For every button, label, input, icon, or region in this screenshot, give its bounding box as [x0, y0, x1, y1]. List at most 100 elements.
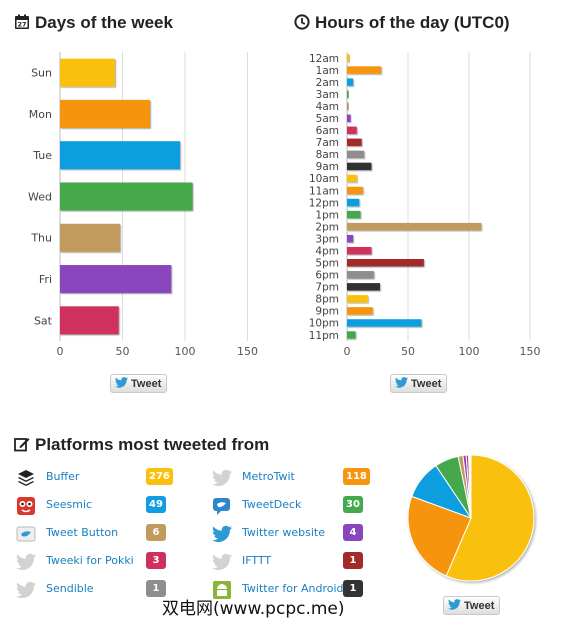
platform-name-link[interactable]: MetroTwit	[242, 470, 295, 483]
platform-name-link[interactable]: Buffer	[46, 470, 80, 483]
days-bar	[60, 99, 150, 128]
hours-bar	[347, 174, 357, 183]
platforms-title: Platforms most tweeted from	[35, 435, 270, 454]
hours-category-label: 4pm	[315, 245, 339, 257]
days-tweet-label: Tweet	[131, 377, 162, 390]
hours-category-label: 10pm	[309, 318, 339, 330]
platform-item: Twitter for Android 1	[212, 580, 382, 600]
hours-category-label: 8am	[316, 149, 339, 161]
platform-name-link[interactable]: IFTTT	[242, 554, 272, 567]
hours-tweet-button[interactable]: Tweet	[390, 374, 448, 393]
hours-bar	[347, 258, 424, 267]
hours-bar	[347, 319, 422, 327]
platform-name-link[interactable]: Twitter website	[242, 526, 325, 539]
platform-count-badge: 1	[343, 552, 363, 569]
platform-item: Twitter website 4	[212, 524, 382, 544]
twitter-bird-icon	[115, 376, 128, 391]
hours-bar	[347, 295, 368, 303]
days-category-label: Sat	[34, 314, 53, 327]
bird-icon	[16, 580, 36, 600]
hours-bar	[347, 222, 482, 231]
hours-bar	[347, 186, 363, 195]
hours-category-label: 3am	[316, 89, 339, 101]
platform-count-badge: 3	[146, 552, 166, 569]
hours-bar	[347, 198, 360, 207]
days-bar	[60, 141, 180, 170]
hours-category-label: 2am	[316, 77, 339, 89]
hours-tick-label: 50	[401, 345, 415, 358]
platform-item: Sendible 1	[16, 580, 176, 600]
days-tick-label: 150	[237, 345, 258, 358]
platforms-tweet-button[interactable]: Tweet	[443, 596, 501, 615]
days-tweet-button[interactable]: Tweet	[110, 374, 168, 393]
pie-slice	[469, 454, 472, 519]
platforms-title-row: Platforms most tweeted from	[14, 435, 269, 457]
hours-category-label: 5am	[316, 113, 339, 125]
platform-name-link[interactable]: TweetDeck	[242, 498, 302, 511]
days-category-label: Tue	[32, 149, 52, 162]
platform-count-badge: 49	[146, 496, 166, 513]
hours-bar	[347, 54, 350, 62]
hours-category-label: 11pm	[309, 330, 339, 342]
platform-item: MetroTwit 118	[212, 468, 382, 488]
platform-name-link[interactable]: Sendible	[46, 582, 94, 595]
platform-count-badge: 1	[146, 580, 166, 597]
hours-category-label: 3pm	[315, 233, 339, 245]
hours-category-label: 6pm	[315, 270, 339, 282]
platform-item: IFTTT 1	[212, 552, 382, 572]
platform-item: TweetDeck 30	[212, 496, 382, 516]
hours-category-label: 11am	[309, 185, 339, 197]
hours-category-label: 12am	[309, 53, 339, 65]
hours-tick-label: 0	[344, 345, 351, 358]
days-category-label: Wed	[28, 190, 52, 203]
platform-name-link[interactable]: Twitter for Android	[242, 582, 344, 595]
platform-name-link[interactable]: Tweeki for Pokki	[46, 554, 134, 567]
platform-count-badge: 1	[343, 580, 363, 597]
hours-title-row: Hours of the day (UTC0)	[294, 13, 510, 35]
days-tick-label: 100	[175, 345, 196, 358]
bird-icon	[16, 552, 36, 572]
seesmic-icon	[16, 496, 36, 516]
edit-icon	[14, 436, 30, 457]
platform-count-badge: 118	[343, 468, 370, 485]
hours-bar	[347, 307, 373, 315]
hours-bar	[347, 210, 361, 219]
hours-tick-label: 150	[520, 345, 541, 358]
hours-category-label: 4am	[316, 101, 339, 113]
hours-bar	[347, 114, 351, 122]
twitter-bird-icon	[212, 524, 232, 544]
calendar-icon: 27	[14, 14, 30, 35]
buffer-layers-icon	[16, 468, 36, 488]
platform-count-badge: 6	[146, 524, 166, 541]
twitter-button-icon	[16, 524, 36, 544]
platform-item: Tweeki for Pokki 3	[16, 552, 176, 572]
days-category-label: Thu	[30, 232, 52, 245]
hours-bar	[347, 138, 362, 147]
hours-title: Hours of the day (UTC0)	[315, 13, 510, 32]
hours-tick-label: 100	[459, 345, 480, 358]
days-category-label: Sun	[31, 67, 52, 80]
platform-item: Seesmic 49	[16, 496, 176, 516]
platform-name-link[interactable]: Tweet Button	[46, 526, 119, 539]
hours-bar	[347, 102, 349, 110]
hours-category-label: 10am	[309, 173, 339, 185]
platform-name-link[interactable]: Seesmic	[46, 498, 93, 511]
hours-bar	[347, 78, 354, 86]
hours-bar	[347, 331, 356, 339]
twitter-bird-icon	[448, 598, 461, 613]
days-bar	[60, 306, 119, 335]
hours-category-label: 1pm	[315, 209, 339, 221]
days-bar	[60, 265, 172, 294]
platform-item: Buffer 276	[16, 468, 176, 488]
pie-slice	[407, 495, 472, 577]
days-category-label: Fri	[39, 273, 52, 286]
platform-item: Tweet Button 6	[16, 524, 176, 544]
hours-bar	[347, 246, 372, 255]
days-tick-label: 50	[116, 345, 130, 358]
clock-icon	[294, 14, 310, 35]
hours-category-label: 6am	[316, 125, 339, 137]
hours-bar	[347, 126, 357, 135]
hours-bar	[347, 66, 382, 74]
hours-category-label: 8pm	[315, 294, 339, 306]
hours-bar	[347, 283, 380, 291]
